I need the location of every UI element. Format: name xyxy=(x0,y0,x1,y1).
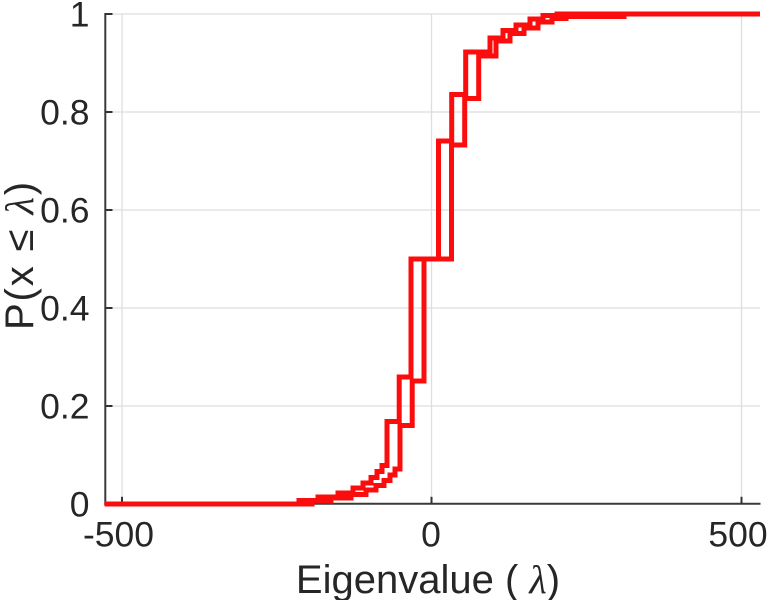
svg-text:0.4: 0.4 xyxy=(40,289,89,329)
svg-text:0.2: 0.2 xyxy=(40,387,89,427)
svg-text:0: 0 xyxy=(421,515,441,555)
svg-text:0: 0 xyxy=(70,485,90,525)
svg-text:-500: -500 xyxy=(83,515,154,555)
svg-text:Eigenvalue ( λ): Eigenvalue ( λ) xyxy=(296,557,560,600)
svg-text:0.8: 0.8 xyxy=(40,93,89,133)
svg-text:0.6: 0.6 xyxy=(40,191,89,231)
svg-text:500: 500 xyxy=(708,515,767,555)
svg-text:P(x ≤ λ): P(x ≤ λ) xyxy=(0,180,42,330)
svg-text:1: 1 xyxy=(70,0,90,35)
